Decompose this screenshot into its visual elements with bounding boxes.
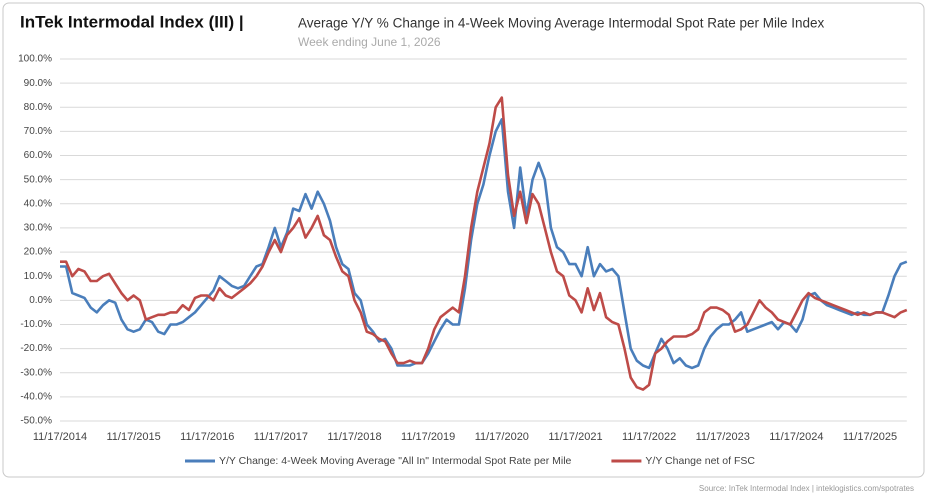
x-tick-label: 11/17/2021 (548, 431, 602, 443)
y-tick-label: 100.0% (18, 54, 52, 65)
y-tick-label: -10.0% (20, 319, 52, 330)
y-tick-label: 30.0% (24, 223, 52, 234)
chart-title: InTek Intermodal Index (III) | (20, 12, 244, 31)
y-tick-label: 0.0% (29, 295, 52, 306)
x-tick-label: 11/17/2024 (769, 431, 823, 443)
x-tick-label: 11/17/2025 (843, 431, 897, 443)
legend-label: Y/Y Change: 4-Week Moving Average "All I… (219, 455, 572, 467)
y-tick-label: 40.0% (24, 198, 52, 209)
y-tick-label: 50.0% (24, 174, 52, 185)
x-tick-label: 11/17/2015 (107, 431, 161, 443)
y-tick-label: -50.0% (20, 416, 52, 427)
series-line (60, 96, 908, 391)
y-tick-label: 60.0% (24, 150, 52, 161)
x-tick-label: 11/17/2022 (622, 431, 676, 443)
y-tick-label: -40.0% (20, 392, 52, 403)
chart-subtitle: Average Y/Y % Change in 4-Week Moving Av… (298, 16, 825, 31)
x-tick-label: 11/17/2016 (180, 431, 234, 443)
x-tick-label: 11/17/2014 (33, 431, 87, 443)
y-tick-label: 80.0% (24, 102, 52, 113)
y-tick-label: 10.0% (24, 271, 52, 282)
chart-frame (2, 2, 925, 478)
x-tick-label: 11/17/2018 (327, 431, 381, 443)
y-tick-label: -20.0% (20, 343, 52, 354)
y-tick-label: 20.0% (24, 247, 52, 258)
date-note: Week ending June 1, 2026 (298, 35, 441, 49)
x-tick-label: 11/17/2020 (475, 431, 529, 443)
y-tick-label: 90.0% (24, 78, 52, 89)
x-tick-label: 11/17/2019 (401, 431, 455, 443)
x-tick-label: 11/17/2017 (254, 431, 308, 443)
y-tick-label: -30.0% (20, 367, 52, 378)
legend-label: Y/Y Change net of FSC (645, 455, 755, 467)
series-line (60, 118, 908, 370)
y-tick-label: 70.0% (24, 126, 52, 137)
source-note: Source: InTek Intermodal Index | inteklo… (699, 484, 914, 493)
x-tick-label: 11/17/2023 (696, 431, 750, 443)
